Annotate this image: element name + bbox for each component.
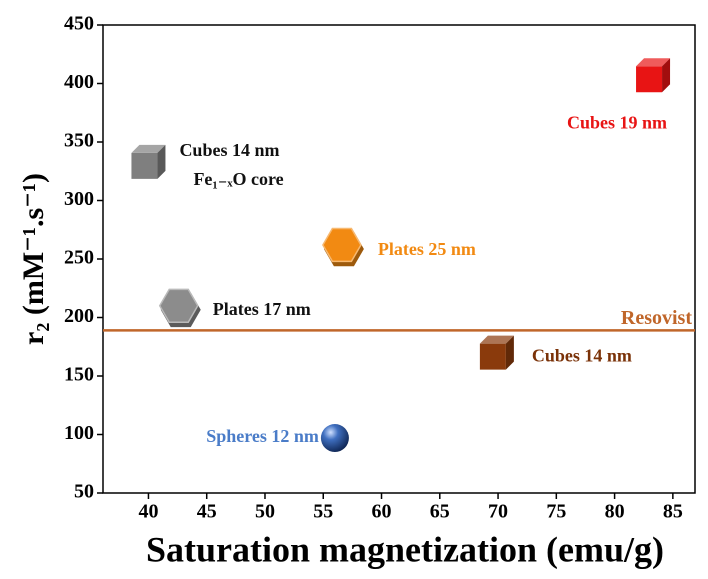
cube-marker: [636, 58, 670, 92]
y-tick-label: 200: [64, 305, 94, 327]
y-tick-label: 300: [64, 188, 94, 210]
x-tick-label: 65: [430, 501, 450, 523]
chart: Saturation magnetization (emu/g) r₂ (mM⁻…: [0, 0, 708, 579]
point-label: Cubes 14 nm: [532, 346, 632, 366]
y-tick-label: 450: [64, 13, 94, 35]
y-tick-label: 50: [74, 481, 94, 503]
sphere-marker: [321, 424, 349, 452]
x-tick-label: 60: [372, 501, 392, 523]
x-tick-label: 55: [313, 501, 333, 523]
point-label: Spheres 12 nm: [206, 426, 319, 446]
point-label: Cubes 14 nm: [179, 140, 279, 160]
point-label: Plates 25 nm: [378, 239, 476, 259]
y-tick-label: 400: [64, 71, 94, 93]
x-tick-label: 40: [138, 501, 158, 523]
x-tick-label: 45: [197, 501, 217, 523]
point-label: Plates 17 nm: [213, 299, 311, 319]
x-tick-label: 80: [605, 501, 625, 523]
x-axis-title: Saturation magnetization (emu/g): [146, 529, 664, 569]
x-tick-label: 75: [546, 501, 566, 523]
y-tick-label: 100: [64, 422, 94, 444]
point-note: Fe₁₋ₓO core: [193, 169, 283, 189]
cube-face: [480, 344, 506, 370]
cube-face: [636, 66, 662, 92]
cube-face: [131, 153, 157, 179]
x-tick-label: 50: [255, 501, 275, 523]
point-label: Cubes 19 nm: [567, 112, 667, 132]
x-tick-label: 85: [663, 501, 683, 523]
plate-marker: [323, 229, 364, 267]
y-tick-label: 250: [64, 247, 94, 269]
y-axis-title: r₂ (mM⁻¹.s⁻¹): [17, 173, 50, 345]
x-tick-label: 70: [488, 501, 508, 523]
cube-marker: [131, 145, 165, 179]
y-tick-label: 150: [64, 364, 94, 386]
reference-label: Resovist: [621, 307, 692, 329]
plate-marker: [160, 289, 201, 327]
cube-marker: [480, 336, 514, 370]
y-tick-label: 350: [64, 130, 94, 152]
